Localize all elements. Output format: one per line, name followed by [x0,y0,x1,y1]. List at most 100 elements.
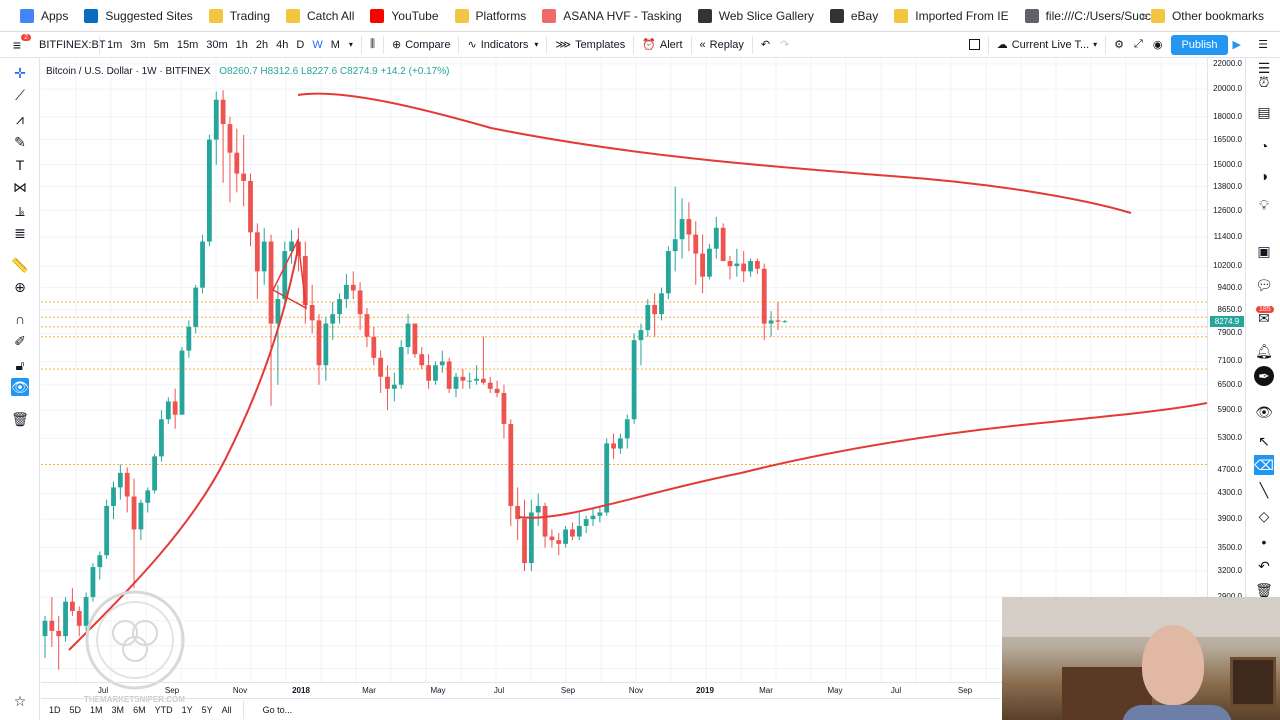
interval-5m[interactable]: 5m [153,38,169,51]
bookmark-item[interactable]: YouTube [362,3,446,29]
bookmark-item[interactable]: Imported From IE [886,3,1016,29]
ideas-icon[interactable]: 💡︎ [1259,197,1269,213]
redo-button[interactable]: ↷ [775,33,794,57]
alert-button[interactable]: ⏰ Alert [637,33,687,57]
message-icon[interactable]: ✉ [1258,310,1270,326]
interval-W[interactable]: W [312,38,323,51]
interval-2h[interactable]: 2h [255,38,269,51]
candle-body [220,99,226,125]
price-axis[interactable]: 22000.0 20000.0 18000.0 16500.0 15000.0 13800… [1207,58,1245,698]
bookmark-item[interactable]: Platforms [447,3,535,29]
range-5Y[interactable]: 5Y [201,704,213,715]
calendar-icon[interactable]: ◑ [1259,168,1269,184]
range-1D[interactable]: 1D [49,704,61,715]
notifications-bell-icon[interactable]: 🔔︎ [1255,343,1273,359]
candle-body [83,597,89,626]
line-tool-icon[interactable]: ╲ [1259,482,1269,498]
price-label: 5900.0 [1217,405,1242,415]
interval-3m[interactable]: 3m [130,38,146,51]
snapshot-button[interactable]: ◉ [1148,33,1168,57]
dot-icon[interactable]: • [1261,534,1267,550]
watchlist-icon[interactable]: ☰ [1257,60,1271,76]
interval-30m[interactable]: 30m [206,38,228,51]
candle [124,467,130,513]
goto-button[interactable]: Go to... [262,704,293,715]
trash-icon[interactable]: 🗑︎ [1255,582,1273,598]
ruler-icon[interactable]: 📏 [11,257,29,273]
stream-button[interactable]: ▶ [1228,33,1246,57]
menu-button[interactable]: ≡ 2 [0,33,34,57]
zoom-icon[interactable]: ⊕ [14,279,26,295]
watchlist-button[interactable]: ☰ [1246,33,1280,57]
symbol-title: Bitcoin / U.S. Dollar · 1W · BITFINEX [46,66,211,77]
undo-button[interactable]: ↶ [756,33,775,57]
prediction-tool-icon[interactable]: ⫡ [15,203,25,219]
range-1Y[interactable]: 1Y [181,704,193,715]
bookmark-item[interactable]: Catch All [278,3,362,29]
pen-nib-icon[interactable]: ✒ [1254,366,1274,386]
interval-D[interactable]: D [296,38,305,51]
range-All[interactable]: All [221,704,232,715]
trash-icon[interactable]: 🗑︎ [11,411,29,427]
eye-icon[interactable]: 👁︎ [1255,404,1273,420]
ruler-tool-icon[interactable]: ◇ [1258,508,1270,524]
eraser-icon[interactable]: ⌫ [1254,455,1274,475]
publish-button[interactable]: Publish [1171,34,1228,55]
hotlist-icon[interactable]: ◔ [1259,138,1269,154]
candle-body [741,263,747,272]
interval-M[interactable]: M [330,38,340,51]
replay-button[interactable]: «Replay [695,33,749,57]
magnet-icon[interactable]: ∩ [14,311,26,327]
chart-type-button[interactable]: ⫼ [365,33,380,57]
bookmark-item[interactable]: Suggested Sites [76,3,200,29]
fib-tool-icon[interactable]: ⩘ [16,111,24,127]
text-tool-icon[interactable]: T [15,157,25,173]
streams-icon[interactable]: ▣ [1257,243,1271,259]
bookmark-item[interactable]: Trading [201,3,278,29]
bookmark-item[interactable]: Web Slice Gallery [690,3,822,29]
alerts-clock-icon[interactable]: ⏰︎ [1258,74,1270,90]
stay-drawing-icon[interactable]: ✐ [14,333,26,349]
undo-icon[interactable]: ↶ [1258,558,1270,574]
pattern-tool-icon[interactable]: ⋈ [13,179,27,195]
time-axis[interactable]: Jul Sep Nov 2018 Mar May Jul Sep Nov 2019 Mar May Ju… [41,682,1207,698]
other-bookmarks[interactable]: Other bookmarks [1143,3,1272,29]
bookmark-item[interactable]: Apps [12,3,76,29]
candle [165,397,171,424]
candle-body [604,443,610,513]
trend-line-icon[interactable]: ⟋ [15,87,25,103]
bookmark-item[interactable]: ASANA HVF - Tasking [534,3,690,29]
interval-dropdown[interactable]: ▾ [344,33,358,57]
settings-button[interactable]: ⚙ [1109,33,1129,57]
bookmark-item[interactable]: eBay [822,3,886,29]
range-3M[interactable]: 3M [111,704,125,715]
layout-toggle-button[interactable] [964,33,985,57]
icons-tool-icon[interactable]: ≣ [14,225,26,241]
range-1M[interactable]: 1M [90,704,103,715]
fullscreen-button[interactable]: ⤢ [1129,33,1148,57]
interval-1h[interactable]: 1h [235,38,248,51]
range-YTD[interactable]: YTD [154,704,173,715]
templates-button[interactable]: ⋙ Templates [550,33,630,57]
indicators-button[interactable]: ∿ Indicators ▾ [462,33,543,57]
data-window-icon[interactable]: ▤ [1257,104,1271,120]
chart-canvas[interactable] [41,58,1207,682]
hide-drawings-icon[interactable]: 👁︎ [11,378,29,396]
symbol-search[interactable]: BITFINEX:BT [39,38,106,51]
compare-button[interactable]: ⊕ Compare [387,33,455,57]
range-5D[interactable]: 5D [69,704,82,715]
candle [186,320,192,358]
chat-icon[interactable]: 💬︎ [1255,277,1273,293]
interval-1m[interactable]: 1m [107,38,123,51]
brush-icon[interactable]: ✎ [14,134,26,150]
crosshair-icon[interactable]: ✛ [14,65,26,81]
layout-dropdown[interactable]: ☁ Current Live T... ▾ [992,33,1102,57]
bookmark-item[interactable]: file:///C:/Users/Succ... [1017,3,1169,29]
interval-15m[interactable]: 15m [176,38,199,51]
bookmarks-overflow-button[interactable]: » [1140,8,1148,23]
lock-icon[interactable]: 🔓︎ [15,357,25,373]
star-icon[interactable]: ☆ [13,693,27,709]
cursor-arrow-icon[interactable]: ↖ [1258,433,1270,449]
range-6M[interactable]: 6M [133,704,146,715]
interval-4h[interactable]: 4h [276,38,289,51]
